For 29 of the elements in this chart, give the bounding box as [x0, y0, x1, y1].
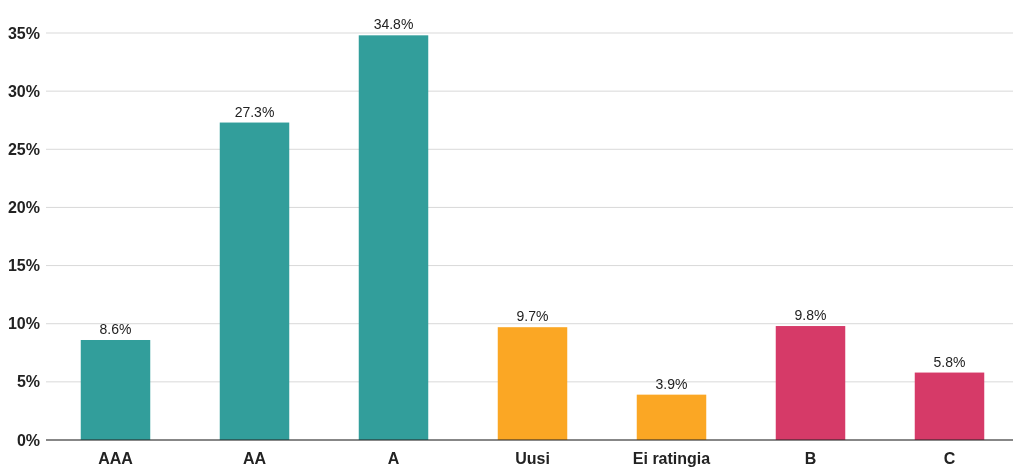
x-tick-label: Uusi [515, 450, 550, 467]
y-tick-label: 10% [7, 315, 40, 333]
bar [914, 372, 985, 440]
data-label: 27.3% [234, 103, 275, 120]
data-label: 5.8% [933, 353, 966, 370]
data-label: 8.6% [99, 320, 132, 337]
bar [80, 339, 151, 440]
bar [775, 326, 846, 440]
y-tick-label: 5% [16, 373, 40, 391]
y-tick-label: 20% [7, 199, 40, 217]
data-label: 3.9% [655, 375, 688, 392]
x-tick-label: B [804, 450, 817, 467]
y-tick-label: 35% [7, 24, 40, 42]
y-tick-label: 0% [16, 431, 40, 449]
x-tick-label: AA [242, 450, 267, 467]
x-tick-label: A [387, 450, 400, 467]
bar [497, 327, 568, 440]
x-tick-label: C [943, 450, 956, 467]
data-label: 34.8% [373, 16, 414, 33]
x-tick-label: Ei ratingia [632, 450, 711, 467]
y-tick-label: 25% [7, 140, 40, 158]
data-label: 9.8% [794, 307, 827, 324]
x-tick-label: AAA [98, 450, 134, 467]
y-tick-label: 30% [7, 82, 40, 100]
bar [636, 394, 707, 440]
data-label: 9.7% [516, 308, 549, 325]
bar [219, 122, 290, 440]
y-tick-label: 15% [7, 257, 40, 275]
bar [358, 35, 429, 440]
